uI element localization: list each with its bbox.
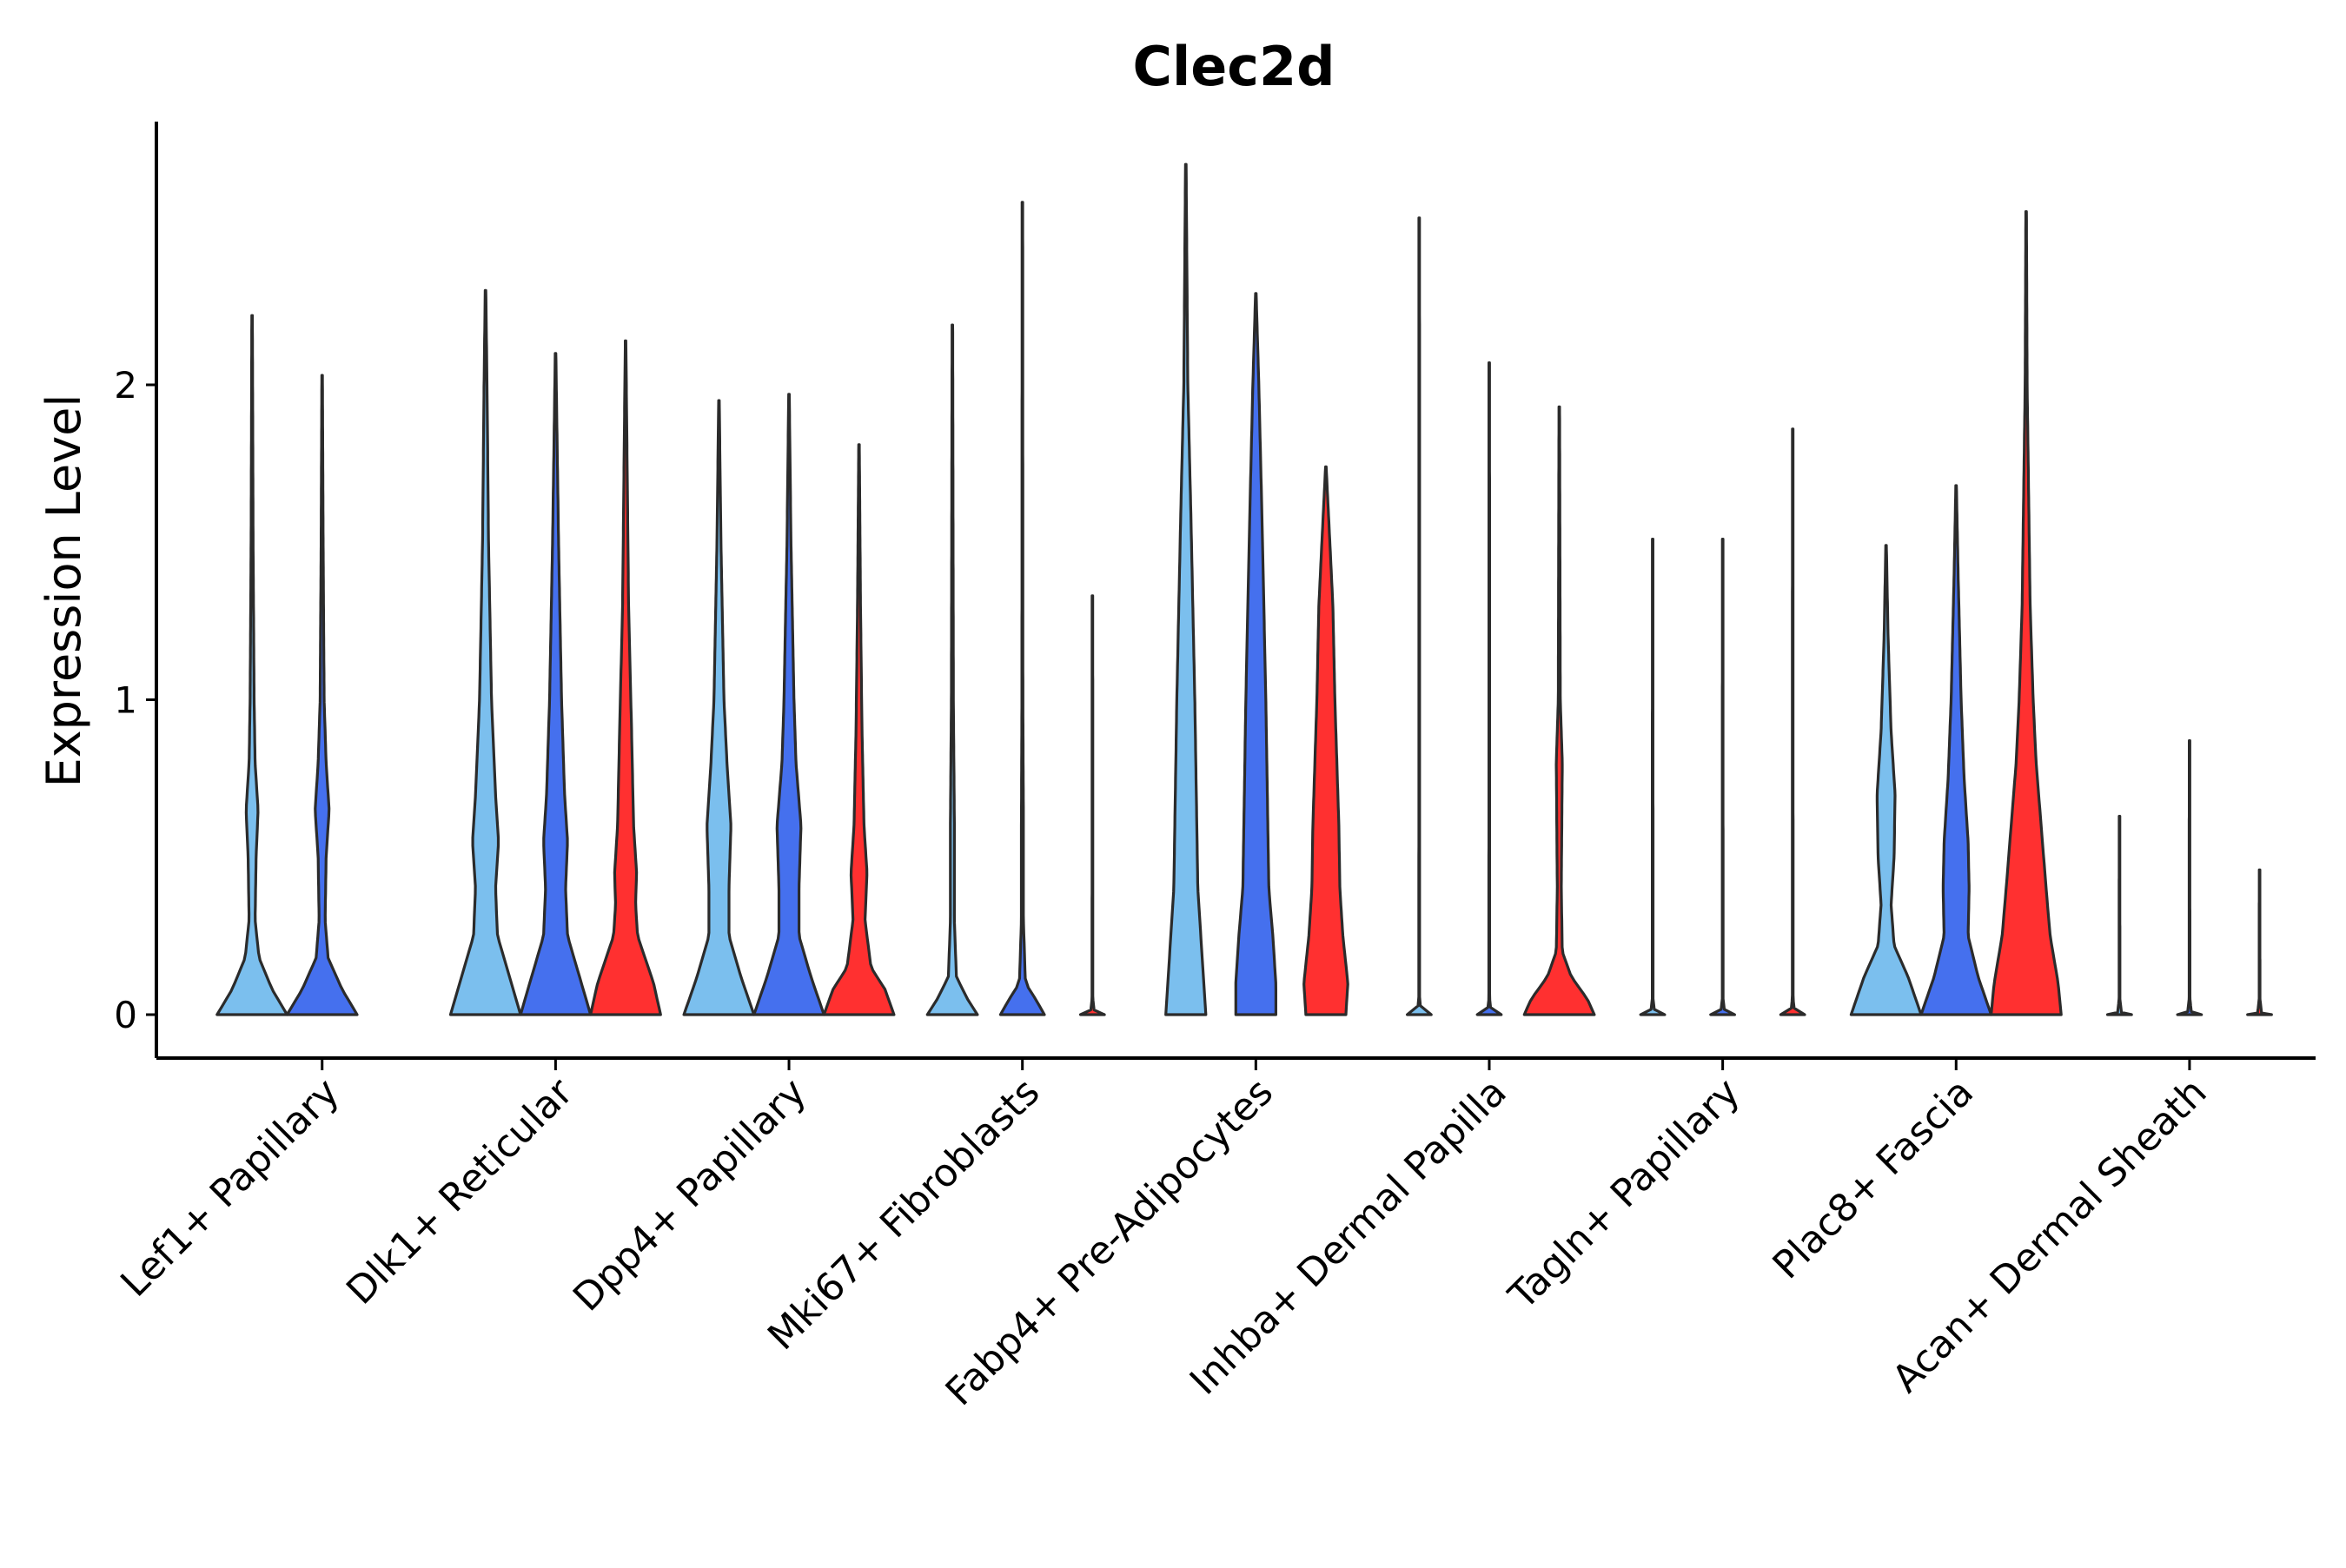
violin-5-0 [1406, 216, 1433, 1016]
chart-title: Clec2d [1132, 35, 1335, 98]
y-axis-label: Expression Level [36, 394, 91, 788]
category-label-7: Plac8+ Fascia [1765, 1070, 1983, 1288]
y-tick-label-1: 1 [114, 679, 137, 722]
violin-7-1 [1919, 484, 1993, 1016]
violin-1-1 [519, 352, 593, 1016]
violin-6-0 [1639, 538, 1667, 1016]
violin-7-0 [1849, 544, 1923, 1016]
violin-4-2 [1302, 465, 1349, 1016]
violin-3-1 [998, 201, 1046, 1016]
y-tick-label-0: 0 [114, 994, 137, 1036]
violin-8-2 [2246, 868, 2273, 1016]
violin-0-1 [285, 374, 359, 1016]
violin-2-1 [752, 393, 825, 1016]
y-tick-label-2: 2 [114, 364, 137, 407]
violin-3-0 [925, 323, 979, 1016]
violin-2-2 [822, 443, 896, 1016]
category-label-1: Dlk1+ Reticular [338, 1069, 582, 1313]
violins-layer [215, 162, 2273, 1016]
violin-0-0 [215, 314, 288, 1016]
violin-4-0 [1164, 162, 1208, 1016]
violin-5-1 [1475, 361, 1503, 1016]
violin-2-0 [682, 399, 756, 1016]
category-label-2: Dpp4+ Papillary [565, 1070, 815, 1320]
violin-8-1 [2176, 739, 2204, 1016]
violin-7-2 [1990, 210, 2063, 1016]
violin-1-2 [589, 339, 662, 1016]
violin-5-2 [1522, 405, 1596, 1016]
category-label-0: Lef1+ Papillary [112, 1070, 348, 1306]
violin-4-1 [1234, 292, 1277, 1016]
violin-3-2 [1078, 594, 1106, 1016]
violin-1-0 [448, 288, 522, 1016]
violin-6-2 [1779, 427, 1806, 1016]
category-label-6: Tagln+ Papillary [1500, 1070, 1748, 1319]
violin-8-0 [2105, 815, 2133, 1016]
violin-6-1 [1709, 538, 1736, 1016]
